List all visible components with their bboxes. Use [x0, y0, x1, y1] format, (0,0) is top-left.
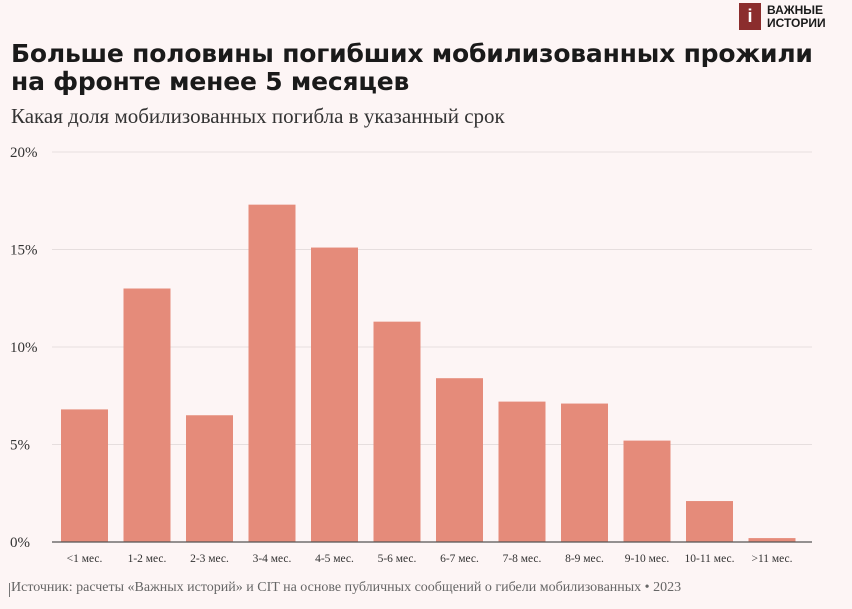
x-tick-label: 9-10 мес.	[625, 553, 670, 565]
y-tick-label: 10%	[10, 340, 38, 356]
bar	[686, 501, 733, 542]
logo-mark-icon: i	[739, 3, 761, 30]
source-divider	[9, 583, 10, 597]
x-tick-label: <1 мес.	[67, 553, 103, 565]
bar	[498, 401, 546, 542]
bar	[561, 403, 608, 542]
x-tick-label: 6-7 мес.	[440, 553, 479, 565]
y-tick-label: 20%	[10, 145, 38, 161]
logo-line-2: ИСТОРИИ	[767, 15, 826, 30]
y-tick-label: 0%	[10, 535, 30, 551]
logo-line-1: ВАЖНЫЕ	[767, 2, 823, 17]
x-tick-label: 2-3 мес.	[190, 553, 229, 565]
bar	[123, 288, 171, 542]
bar	[623, 440, 671, 542]
x-tick-label: 4-5 мес.	[315, 553, 354, 565]
x-tick-label: 8-9 мес.	[565, 553, 604, 565]
bar	[61, 409, 108, 542]
bar	[373, 321, 421, 542]
bar	[186, 415, 233, 542]
logo-text: ВАЖНЫЕ ИСТОРИИ	[767, 2, 826, 30]
bar	[248, 204, 296, 542]
logo: i ВАЖНЫЕ ИСТОРИИ	[739, 3, 826, 30]
bar	[436, 378, 483, 542]
bar	[311, 247, 358, 543]
x-tick-label: 10-11 мес.	[685, 553, 735, 565]
x-tick-label: >11 мес.	[751, 553, 792, 565]
bar	[748, 538, 796, 542]
chart-subtitle: Какая доля мобилизованных погибла в указ…	[11, 104, 505, 128]
y-tick-label: 15%	[10, 243, 38, 259]
x-tick-label: 3-4 мес.	[253, 553, 292, 565]
x-tick-label: 1-2 мес.	[128, 553, 167, 565]
x-tick-label: 7-8 мес.	[503, 553, 542, 565]
source-note: Источник: расчеты «Важных историй» и CIT…	[11, 580, 682, 595]
y-tick-label: 5%	[10, 438, 30, 454]
chart-title: Больше половины погибших мобилизованных …	[11, 39, 813, 96]
bar-chart: 0% 5% 10% 15% 20% <1 мес. 1-2 мес. 2-3 мес. 3-4 …	[10, 145, 812, 565]
x-tick-label: 5-6 мес.	[378, 553, 417, 565]
